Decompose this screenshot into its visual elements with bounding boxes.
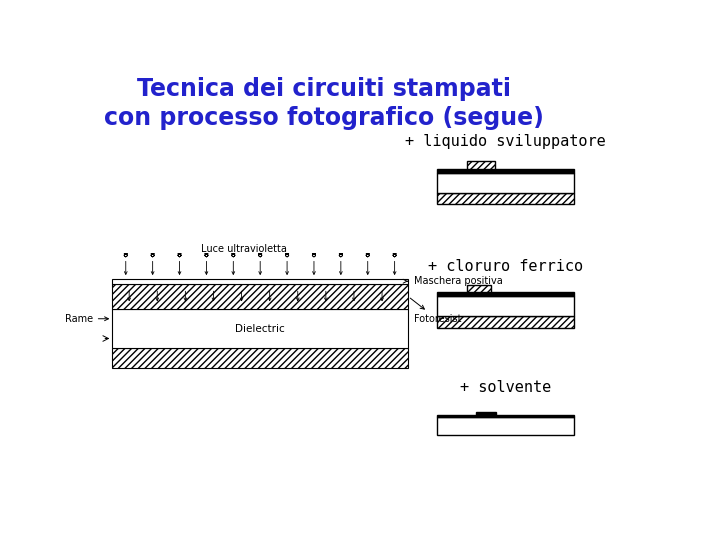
Text: Fotoresist: Fotoresist (410, 298, 461, 324)
Bar (112, 309, 408, 348)
Bar (437, 193, 574, 204)
Bar (437, 173, 574, 193)
Bar (467, 161, 495, 168)
Text: Maschera positiva: Maschera positiva (403, 276, 503, 286)
Bar (437, 417, 574, 435)
Bar (476, 412, 496, 415)
Text: Luce ultravioletta: Luce ultravioletta (200, 244, 287, 254)
Bar (437, 415, 574, 417)
Text: Rame: Rame (65, 314, 109, 324)
Bar (437, 316, 574, 328)
Bar (112, 348, 408, 368)
Text: + cloruro ferrico: + cloruro ferrico (428, 259, 583, 274)
Bar (112, 279, 408, 284)
Bar (437, 296, 574, 316)
Text: + solvente: + solvente (460, 380, 552, 395)
Text: Dielectric: Dielectric (235, 323, 285, 334)
Bar (112, 284, 408, 309)
Bar (467, 285, 490, 292)
Bar (437, 168, 574, 173)
Text: + liquido sviluppatore: + liquido sviluppatore (405, 134, 606, 149)
Bar (437, 292, 574, 296)
Text: Tecnica dei circuiti stampati
con processo fotografico (segue): Tecnica dei circuiti stampati con proces… (104, 77, 544, 130)
